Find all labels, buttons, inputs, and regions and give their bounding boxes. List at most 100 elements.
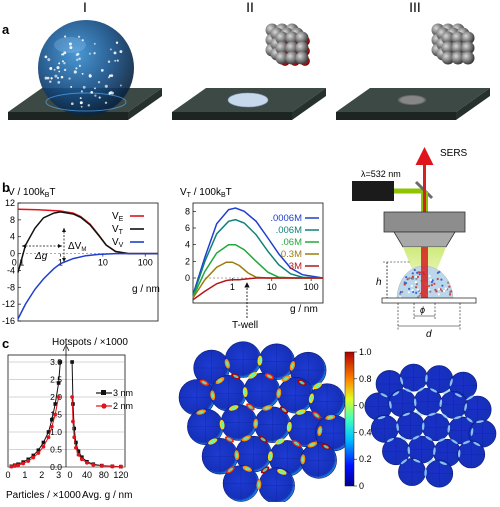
particle-dot bbox=[44, 76, 48, 80]
assembly-dot bbox=[415, 286, 418, 289]
colorbar-tick-label: 0.4 bbox=[359, 427, 372, 437]
hotspot-point bbox=[76, 452, 81, 457]
particle-dot bbox=[46, 76, 50, 80]
hotspot-point bbox=[31, 453, 36, 458]
y-tick-label: 8 bbox=[185, 206, 190, 216]
assembly-dot bbox=[408, 277, 411, 280]
particle-dot bbox=[49, 80, 52, 83]
weak-hotspot bbox=[380, 393, 388, 398]
assembly-dot bbox=[443, 289, 446, 293]
weak-hotspot bbox=[450, 439, 458, 444]
particle-dot bbox=[75, 53, 79, 57]
chart-c-xlabel-right: Avg. g / nm bbox=[82, 490, 132, 501]
hotspot-point bbox=[72, 426, 77, 431]
hotspot-point bbox=[80, 455, 84, 459]
particle-dot bbox=[114, 59, 117, 62]
weak-hotspot bbox=[470, 428, 474, 436]
nanoparticle-sphere bbox=[295, 41, 309, 55]
particle-dot bbox=[69, 46, 73, 50]
weak-hotspot bbox=[412, 435, 420, 440]
series-line-0 bbox=[192, 207, 324, 295]
particle-dot bbox=[78, 35, 81, 38]
chart-b2-xlabel: g / nm bbox=[290, 304, 318, 315]
setup-substrate bbox=[381, 297, 477, 304]
weak-hotspot bbox=[417, 387, 425, 392]
particle-dot bbox=[107, 60, 111, 63]
particle-dot bbox=[87, 104, 91, 107]
hotspot-core bbox=[262, 467, 268, 472]
hotspot-core bbox=[230, 406, 237, 410]
chart-b2-frame bbox=[192, 202, 324, 304]
particle-dot bbox=[80, 105, 83, 108]
hotspot-point bbox=[70, 395, 75, 399]
particle-dot bbox=[76, 58, 79, 61]
nanoparticle-sphere bbox=[441, 51, 455, 65]
assembly-dot bbox=[433, 282, 436, 285]
weak-hotspot bbox=[428, 412, 436, 417]
assembly-dot bbox=[435, 290, 438, 293]
series-line-3 bbox=[192, 261, 323, 299]
particle-dot bbox=[47, 58, 51, 62]
weak-hotspot bbox=[447, 424, 451, 433]
assembly-dot bbox=[438, 270, 441, 273]
weak-hotspot bbox=[413, 458, 421, 463]
hotspot-core bbox=[235, 452, 239, 459]
hotspot-core bbox=[327, 416, 334, 419]
particle-dot bbox=[97, 80, 101, 84]
hotspot-core bbox=[298, 410, 304, 414]
assembly-dot bbox=[448, 293, 452, 296]
assembly-dot bbox=[436, 277, 439, 281]
particle-dot bbox=[70, 102, 74, 106]
assembly-dot bbox=[431, 279, 434, 282]
hotspot-point bbox=[91, 463, 96, 467]
hotspot-point bbox=[71, 419, 75, 424]
particle-dot bbox=[57, 81, 61, 84]
near-field-map-hot bbox=[178, 341, 352, 504]
particle-dot bbox=[89, 73, 91, 76]
label-h: h bbox=[376, 277, 382, 288]
assembly-dot bbox=[428, 274, 431, 278]
assembly-dot bbox=[404, 282, 408, 285]
assembly-dot bbox=[415, 283, 418, 286]
x-tick-label: 0.1 bbox=[12, 258, 25, 268]
assembly-dot bbox=[429, 278, 432, 281]
particle-dot bbox=[108, 74, 112, 77]
hotspot-point bbox=[118, 464, 123, 469]
chart-b1-legend: VE VT VV bbox=[112, 211, 144, 249]
weak-hotspot bbox=[400, 376, 404, 385]
nanoparticle-sphere bbox=[275, 41, 289, 55]
x-tick-label: 2 bbox=[39, 470, 44, 480]
panel-label-c: c bbox=[2, 336, 9, 351]
x-tick-label: 100 bbox=[138, 258, 153, 268]
colorbar-gradient bbox=[344, 351, 355, 487]
weak-hotspot bbox=[389, 400, 392, 409]
particle-dot bbox=[104, 84, 108, 88]
y-tick-label: 12 bbox=[5, 198, 15, 208]
chart-b1-frame bbox=[17, 202, 159, 322]
objective-lens bbox=[393, 231, 456, 248]
y-tick-label: -16 bbox=[2, 316, 15, 326]
particle-dot bbox=[68, 42, 72, 46]
colorbar-tick-label: 0 bbox=[359, 481, 364, 491]
hotspot-core bbox=[244, 467, 251, 471]
assembly-dot bbox=[413, 268, 416, 272]
nanoparticle-sphere bbox=[285, 51, 299, 65]
assembly-dot bbox=[416, 288, 420, 291]
legend-vv: VV bbox=[112, 237, 124, 249]
particle-dot bbox=[79, 101, 83, 105]
chart-b2-title: VT / 100kBT bbox=[180, 187, 232, 199]
particle-dot bbox=[75, 67, 78, 70]
particle-dot bbox=[98, 96, 101, 99]
assembly-dot bbox=[434, 288, 437, 291]
particle-dot bbox=[79, 97, 82, 100]
hotspot-point bbox=[16, 463, 21, 468]
hotspot-point bbox=[53, 402, 58, 406]
particle-dot bbox=[44, 55, 48, 59]
hotspot-point bbox=[110, 464, 115, 469]
nanoparticle-sphere bbox=[275, 31, 289, 45]
droplet-sphere bbox=[38, 20, 134, 116]
assembly-dot bbox=[448, 285, 451, 288]
label-d: d bbox=[426, 329, 432, 340]
salt-dependent-potential-chart: VT / 100kBT 8 6 4 2 0 1 10 100 g / nm .0006M.00… bbox=[180, 187, 324, 331]
hotspot-core bbox=[287, 423, 291, 430]
